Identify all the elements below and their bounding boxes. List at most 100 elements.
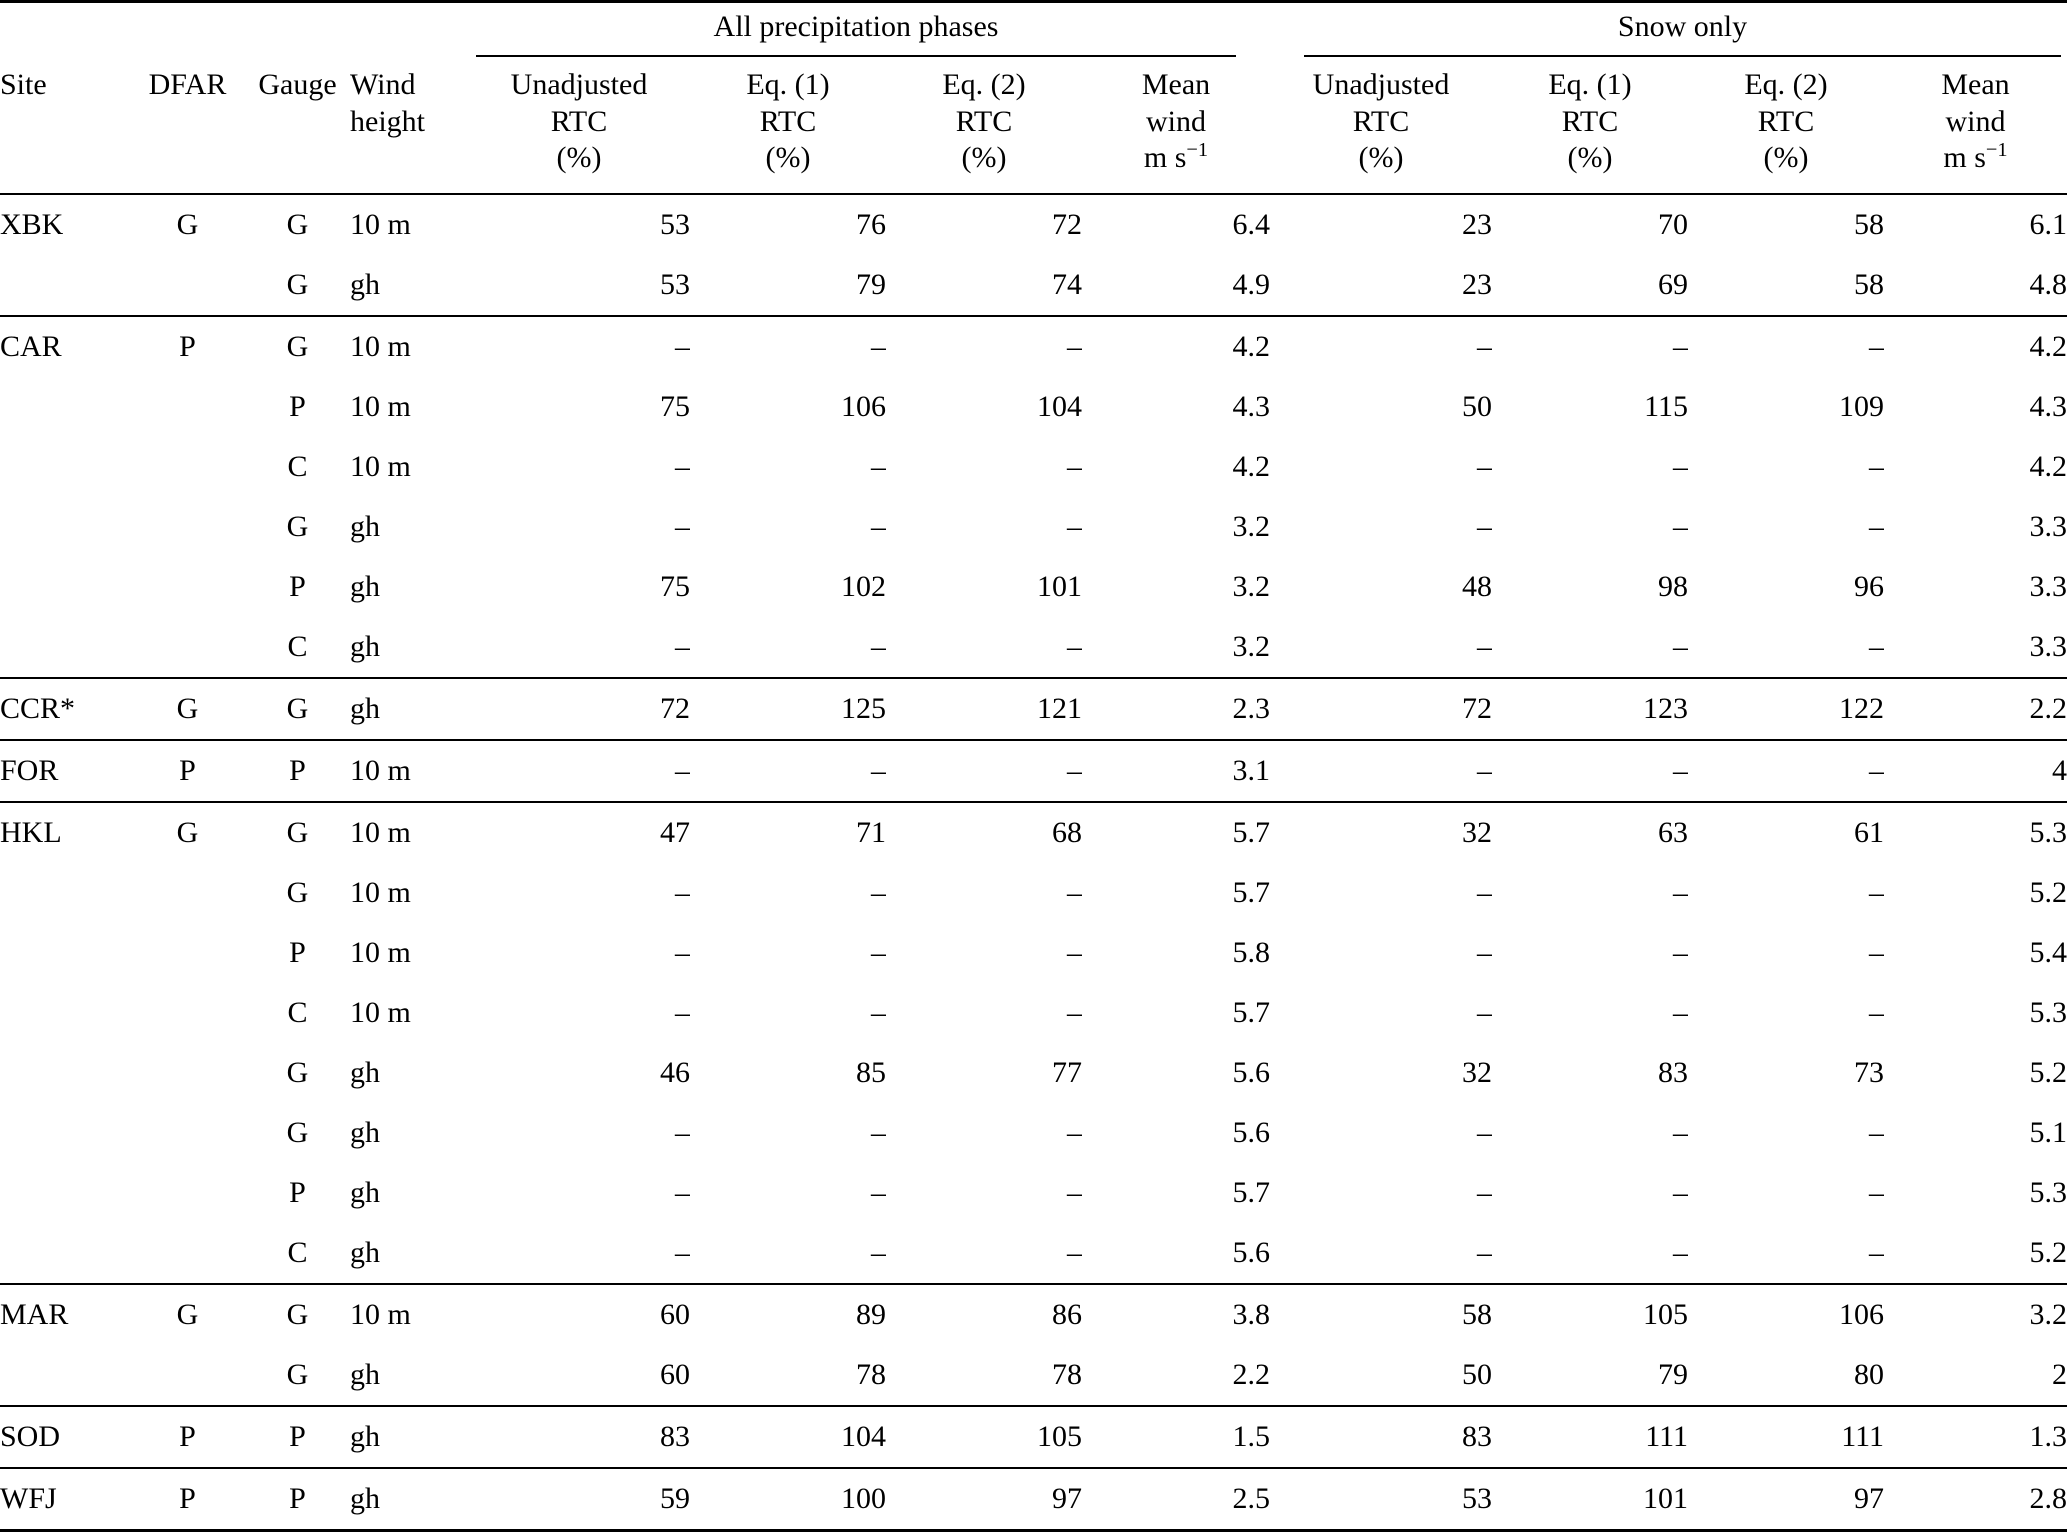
group-header-all-phases: All precipitation phases bbox=[468, 2, 1270, 57]
table-cell: 102 bbox=[841, 569, 886, 603]
table-row: C 10 m – – – 5.7 – – – 5.3 bbox=[0, 983, 2067, 1043]
table-cell: 10 m bbox=[350, 875, 411, 909]
table-cell: FOR bbox=[0, 738, 130, 802]
table-cell: – bbox=[1270, 314, 1492, 377]
table-cell: – bbox=[1067, 449, 1082, 483]
table-cell: 70 bbox=[1492, 192, 1688, 255]
table-cell: 121 bbox=[886, 676, 1082, 740]
table-cell: 2 bbox=[2052, 1357, 2067, 1391]
table-cell bbox=[0, 1163, 130, 1223]
table-cell: 89 bbox=[690, 1282, 886, 1345]
table-cell: 5.7 bbox=[1232, 995, 1271, 1029]
table-cell bbox=[130, 1163, 245, 1223]
table-cell: 4.2 bbox=[1884, 314, 2067, 377]
table-cell: G bbox=[286, 875, 309, 909]
table-cell: 73 bbox=[1854, 1055, 1884, 1089]
table-cell: – bbox=[675, 935, 690, 969]
table-cell: 4 bbox=[1884, 738, 2067, 802]
table-cell: 3.2 bbox=[1884, 1282, 2067, 1345]
table-cell: G bbox=[286, 267, 309, 301]
table-cell bbox=[0, 255, 130, 316]
table-cell: – bbox=[1477, 629, 1492, 663]
table-cell: P bbox=[245, 1466, 350, 1531]
table-cell: 79 bbox=[1658, 1357, 1688, 1391]
table-cell: 2.2 bbox=[1884, 676, 2067, 740]
table-cell: 105 bbox=[886, 1404, 1082, 1468]
table-row: G 10 m – – – 5.7 – – – 5.2 bbox=[0, 863, 2067, 923]
table-cell: 68 bbox=[886, 800, 1082, 863]
table-cell: 2.3 bbox=[1082, 676, 1270, 740]
table-cell: 78 bbox=[856, 1357, 886, 1391]
table-cell: 78 bbox=[1052, 1357, 1082, 1391]
table-cell: – bbox=[1492, 314, 1688, 377]
table-cell: – bbox=[1673, 875, 1688, 909]
table-cell: – bbox=[690, 738, 886, 802]
table-cell: 5.7 bbox=[1232, 875, 1271, 909]
table-row: C 10 m – – – 4.2 – – – 4.2 bbox=[0, 437, 2067, 497]
table-cell: – bbox=[1688, 738, 1884, 802]
table-cell: 86 bbox=[886, 1282, 1082, 1345]
table-cell: – bbox=[1477, 995, 1492, 1029]
table-cell: 23 bbox=[1270, 192, 1492, 255]
table-cell: 32 bbox=[1270, 800, 1492, 863]
table-cell: 5.7 bbox=[1232, 1175, 1271, 1209]
table-cell: 83 bbox=[1270, 1404, 1492, 1468]
table-cell: gh bbox=[350, 1466, 468, 1531]
table-cell bbox=[0, 377, 130, 437]
table-cell: 58 bbox=[1854, 267, 1884, 301]
table-cell: 75 bbox=[660, 569, 690, 603]
table-cell: – bbox=[1477, 449, 1492, 483]
table-cell: 72 bbox=[1270, 676, 1492, 740]
group-label-all-phases: All precipitation phases bbox=[476, 9, 1236, 57]
table-cell: G bbox=[245, 314, 350, 377]
table-cell: P bbox=[289, 389, 306, 423]
table-cell: – bbox=[1673, 1235, 1688, 1269]
table-cell: 50 bbox=[1462, 389, 1492, 423]
table-cell bbox=[130, 1223, 245, 1284]
table-cell: – bbox=[675, 875, 690, 909]
table-cell: – bbox=[1067, 1175, 1082, 1209]
table-cell: 10 m bbox=[350, 389, 411, 423]
table-cell: G bbox=[286, 1357, 309, 1391]
table-cell bbox=[0, 437, 130, 497]
table-cell bbox=[130, 1043, 245, 1103]
table-cell: 101 bbox=[1492, 1466, 1688, 1531]
table-cell: 60 bbox=[468, 1282, 690, 1345]
table-cell: – bbox=[871, 1175, 886, 1209]
table-cell: P bbox=[130, 1466, 245, 1531]
table-cell: – bbox=[468, 738, 690, 802]
table-cell: – bbox=[886, 738, 1082, 802]
table-cell: 10 m bbox=[350, 995, 411, 1029]
table-cell: P bbox=[289, 569, 306, 603]
table-cell: – bbox=[675, 449, 690, 483]
col-header-all-eq2-rtc: Eq. (2) RTC (%) bbox=[942, 68, 1026, 175]
table-cell: gh bbox=[350, 267, 380, 301]
table-cell: 10 m bbox=[350, 192, 468, 255]
table-cell: 5.1 bbox=[2029, 1115, 2067, 1149]
table-cell: 3.2 bbox=[1232, 629, 1271, 663]
table-cell: 50 bbox=[1462, 1357, 1492, 1391]
table-cell: gh bbox=[350, 1175, 380, 1209]
col-header-snow-mean-wind: Mean wind m s−1 bbox=[1941, 68, 2010, 175]
table-cell: G bbox=[130, 676, 245, 740]
table-cell: – bbox=[871, 875, 886, 909]
table-cell: – bbox=[871, 935, 886, 969]
table-cell: – bbox=[1869, 1235, 1884, 1269]
table-cell: gh bbox=[350, 1055, 380, 1089]
table-cell: G bbox=[286, 1115, 309, 1149]
table-cell: 83 bbox=[468, 1404, 690, 1468]
table-cell: – bbox=[675, 629, 690, 663]
table-cell: 3.3 bbox=[2029, 509, 2067, 543]
table-cell: 80 bbox=[1854, 1357, 1884, 1391]
table-cell bbox=[0, 863, 130, 923]
table-cell: P bbox=[130, 314, 245, 377]
table-cell: – bbox=[1869, 1175, 1884, 1209]
table-cell: – bbox=[871, 1235, 886, 1269]
table-cell: – bbox=[1673, 629, 1688, 663]
table-cell: 1.5 bbox=[1082, 1404, 1270, 1468]
table-cell bbox=[0, 1103, 130, 1163]
table-cell: 3.3 bbox=[2029, 629, 2067, 663]
table-cell: gh bbox=[350, 1357, 380, 1391]
